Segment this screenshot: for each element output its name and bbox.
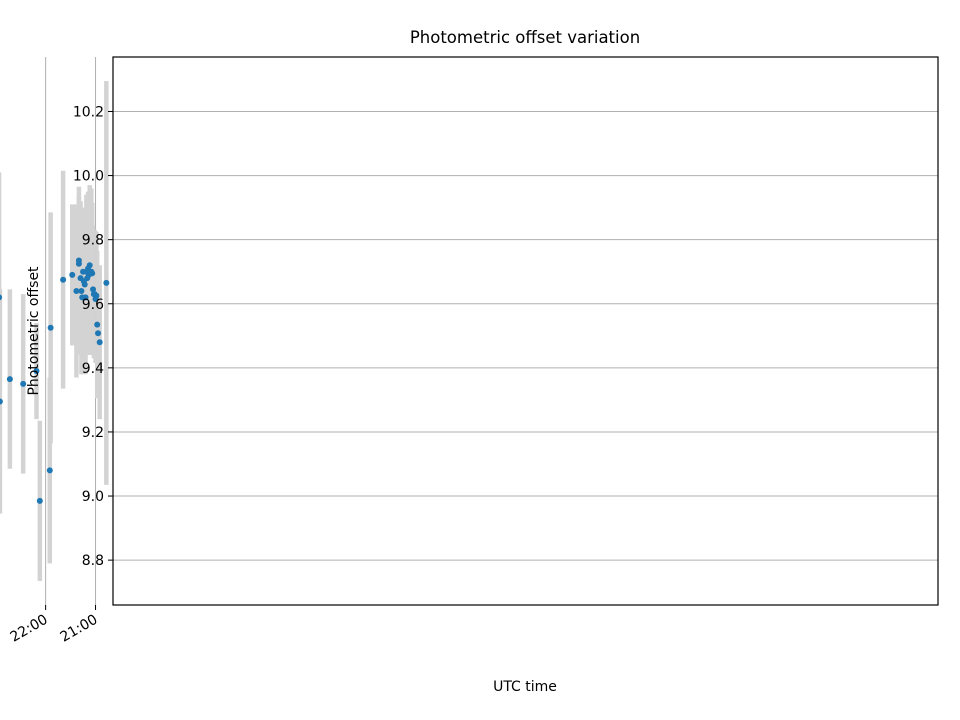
data-point — [92, 295, 99, 302]
data-point — [36, 497, 43, 504]
y-tick-label: 9.4 — [82, 361, 104, 377]
x-tick-label: 21:00 — [58, 612, 101, 646]
y-axis: 8.8 9.0 9.2 9.4 9.6 9.8 10.0 10.2 — [73, 104, 113, 569]
data-point — [90, 286, 97, 293]
y-tick-label: 10.2 — [73, 104, 104, 120]
y-axis-label: Photometric offset — [26, 266, 42, 396]
data-point — [69, 271, 76, 278]
data-point — [6, 376, 13, 383]
x-tick-label: 22:00 — [8, 612, 51, 646]
data-point — [79, 294, 86, 301]
data-point — [96, 339, 103, 346]
y-tick-label: 8.8 — [82, 553, 104, 569]
data-point — [20, 380, 27, 387]
data-point — [0, 294, 3, 301]
y-tick-label: 9.2 — [82, 425, 104, 441]
chart-title: Photometric offset variation — [410, 28, 640, 47]
data-point — [47, 324, 54, 331]
y-tick-label: 9.6 — [82, 297, 104, 313]
data-point — [80, 268, 87, 275]
data-point — [103, 279, 110, 286]
data-point — [77, 275, 84, 282]
data-point — [60, 276, 67, 283]
y-tick-label: 9.8 — [82, 233, 104, 249]
y-tick-label: 10.0 — [73, 169, 104, 185]
data-points — [0, 257, 110, 504]
y-tick-label: 9.0 — [82, 489, 104, 505]
x-axis-label: UTC time — [493, 679, 557, 695]
data-point — [90, 291, 97, 298]
data-point — [46, 467, 53, 474]
data-point — [73, 287, 80, 294]
data-point — [75, 257, 82, 264]
data-point — [78, 287, 85, 294]
error-bars — [0, 81, 109, 581]
plot-background — [113, 57, 938, 605]
grid — [45, 57, 938, 605]
x-tick-label: 23:00 — [0, 612, 1, 646]
data-point — [95, 330, 102, 337]
data-point — [94, 321, 101, 328]
data-point — [0, 398, 3, 405]
plot-frame — [112, 56, 939, 606]
data-point — [33, 368, 40, 375]
